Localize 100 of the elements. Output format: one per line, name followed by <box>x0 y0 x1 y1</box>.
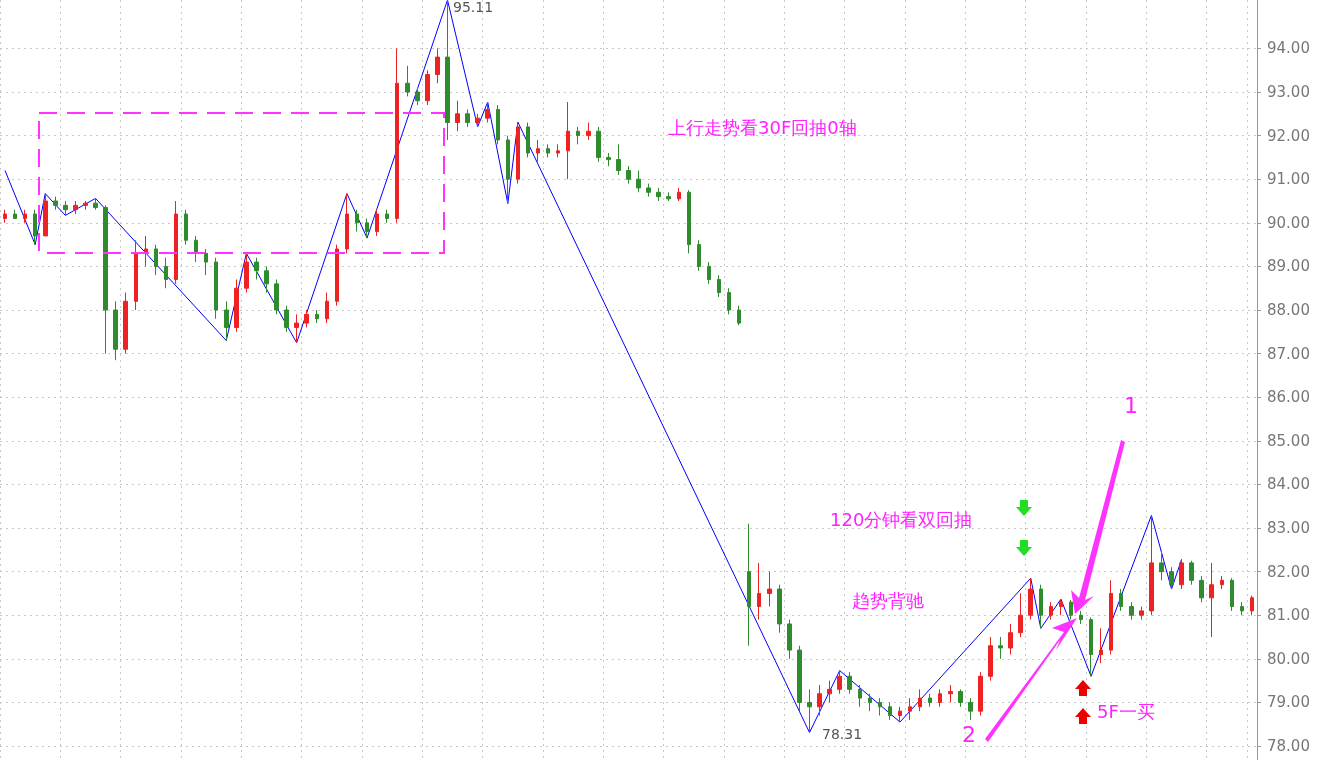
candlestick <box>636 169 641 193</box>
y-tick-label: 92.00 <box>1267 126 1310 145</box>
candlestick <box>697 239 701 272</box>
candlestick <box>335 244 339 307</box>
candlestick <box>1099 627 1103 664</box>
candlestick <box>365 217 369 239</box>
candlestick <box>274 279 279 315</box>
candlestick <box>355 209 359 233</box>
candlestick <box>707 261 711 285</box>
candlestick <box>485 101 490 124</box>
candlestick <box>345 193 349 254</box>
candlestick <box>204 248 208 276</box>
candlestick <box>325 292 329 324</box>
y-tick-label: 88.00 <box>1267 301 1310 320</box>
candlestick <box>1119 588 1123 612</box>
candlestick <box>33 209 37 246</box>
candlestick <box>53 196 58 211</box>
candlestick <box>465 108 470 128</box>
candlestick <box>827 680 832 703</box>
candlestick <box>677 187 681 202</box>
candlestick <box>747 523 751 647</box>
candlestick <box>63 200 68 216</box>
candlestick <box>304 309 309 328</box>
candlestick <box>687 189 691 254</box>
candlestick <box>1049 601 1053 621</box>
candlestick <box>1018 592 1023 638</box>
y-tick-label: 84.00 <box>1267 475 1310 494</box>
y-tick-label: 83.00 <box>1267 519 1310 538</box>
candlestick <box>1008 623 1013 655</box>
candlestick <box>566 101 570 180</box>
candlestick <box>415 87 420 106</box>
candlestick <box>586 122 591 141</box>
y-tick-label: 78.00 <box>1267 737 1310 756</box>
candlestick <box>727 287 731 315</box>
candlestick <box>546 143 550 158</box>
candlestick <box>656 187 661 202</box>
candlestick <box>1230 577 1234 612</box>
candlestick <box>737 305 741 326</box>
candlestick <box>817 684 822 717</box>
candlestick <box>425 69 430 106</box>
candlestick <box>395 47 399 224</box>
candlestick <box>616 143 621 176</box>
candlestick <box>958 688 963 708</box>
candlestick <box>294 313 299 344</box>
candlestick <box>908 697 912 721</box>
candlestick <box>807 688 812 734</box>
candlestick <box>1139 606 1144 621</box>
candlestick <box>1059 598 1063 616</box>
y-tick-label: 79.00 <box>1267 693 1310 712</box>
y-tick-label: 82.00 <box>1267 562 1310 581</box>
candlestick <box>868 693 872 712</box>
candlestick <box>556 143 560 158</box>
candlestick <box>988 636 993 682</box>
candlestick <box>254 257 259 280</box>
candlestick <box>646 183 651 198</box>
candlestick <box>123 292 128 355</box>
candlestick <box>113 300 118 361</box>
candlestick <box>93 197 98 211</box>
candlestick <box>405 65 410 97</box>
candlestick <box>596 126 601 163</box>
candlestick <box>315 309 319 324</box>
y-tick-label: 90.00 <box>1267 213 1310 232</box>
candlestick <box>858 684 862 708</box>
candlestick <box>1079 610 1083 625</box>
y-tick-label: 81.00 <box>1267 606 1310 625</box>
candlestick <box>435 47 440 84</box>
candlestick <box>888 701 892 721</box>
candlestick <box>516 121 520 185</box>
y-tick-label: 85.00 <box>1267 431 1310 450</box>
candlestick <box>154 244 158 276</box>
candlestick <box>777 584 782 634</box>
candlestick <box>526 122 530 158</box>
candlestick <box>385 209 389 224</box>
annotation: 趋势背驰 <box>852 590 924 611</box>
candlestick <box>978 671 983 717</box>
annotation: 120分钟看双回抽 <box>830 509 973 530</box>
candlestick <box>73 200 78 215</box>
candlestick <box>767 571 772 608</box>
candlestick <box>1159 549 1164 581</box>
annotation: 95.11 <box>453 0 494 15</box>
candlestick <box>948 684 953 703</box>
candlestick <box>1220 575 1224 590</box>
annotation: 5F一买 <box>1097 701 1155 722</box>
candlestick <box>1250 595 1254 616</box>
annotation: 78.31 <box>822 726 863 742</box>
candlestick <box>938 688 942 708</box>
candlestick <box>837 670 842 695</box>
candlestick <box>224 300 229 342</box>
candlestick <box>1089 616 1093 677</box>
candlestick <box>174 200 178 285</box>
candlestick <box>3 209 7 224</box>
candlestick <box>455 100 460 132</box>
candlestick <box>918 688 922 712</box>
y-tick-label: 80.00 <box>1267 649 1310 668</box>
candlestick <box>1179 558 1184 590</box>
candlestick <box>1069 599 1073 621</box>
candlestick <box>606 152 611 167</box>
candlestick <box>164 257 168 289</box>
candlestick <box>83 200 88 211</box>
candlestick <box>757 562 761 621</box>
